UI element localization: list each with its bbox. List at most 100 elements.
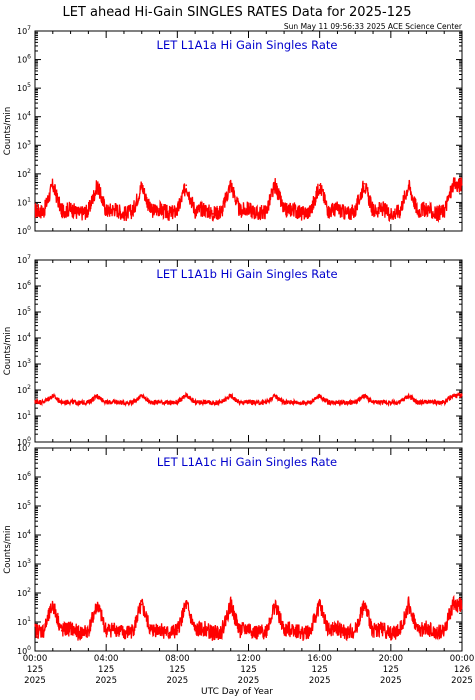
- data-point: [265, 629, 268, 632]
- y-tick-label: 102: [17, 168, 31, 179]
- data-point: [60, 629, 63, 632]
- data-point: [229, 182, 232, 185]
- data-point: [274, 394, 276, 397]
- data-point: [158, 627, 161, 630]
- data-point: [398, 210, 401, 212]
- y-tick-label: 107: [17, 25, 31, 36]
- panel-title: LET L1A1c Hi Gain Singles Rate: [157, 455, 337, 469]
- data-point: [363, 182, 365, 185]
- data-point: [238, 629, 241, 632]
- data-point: [114, 401, 116, 403]
- data-point: [398, 401, 401, 403]
- data-point: [416, 629, 419, 632]
- data-point: [372, 210, 374, 212]
- data-point: [123, 632, 125, 635]
- data-point: [301, 212, 303, 215]
- data-point: [301, 402, 303, 404]
- data-point: [212, 402, 214, 404]
- data-point: [69, 627, 72, 630]
- y-tick-label: 103: [17, 558, 31, 569]
- y-tick-exponent: 4: [27, 111, 31, 118]
- y-tick-base: 10: [17, 438, 27, 447]
- data-point: [140, 394, 143, 397]
- data-point: [87, 401, 90, 403]
- data-point: [132, 629, 134, 632]
- y-tick-label: 107: [17, 442, 31, 453]
- data-point: [372, 629, 374, 632]
- data-point: [327, 629, 330, 632]
- y-tick-exponent: 5: [27, 306, 31, 313]
- data-point: [318, 394, 321, 397]
- panel-title: LET L1A1a Hi Gain Singles Rate: [157, 38, 338, 52]
- data-point: [407, 184, 410, 187]
- data-point: [265, 401, 268, 403]
- rate-trace: [34, 391, 463, 408]
- y-tick-base: 10: [17, 198, 27, 207]
- data-point: [69, 207, 72, 210]
- data-point: [416, 401, 419, 404]
- y-tick-exponent: 0: [27, 225, 31, 232]
- data-point: [87, 210, 90, 212]
- data-point: [78, 212, 81, 215]
- y-tick-exponent: 2: [27, 168, 31, 175]
- y-tick-base: 10: [17, 473, 27, 482]
- y-tick-exponent: 6: [27, 54, 31, 61]
- y-tick-label: 107: [17, 254, 31, 265]
- data-point: [203, 401, 205, 403]
- y-tick-exponent: 7: [27, 442, 31, 449]
- y-tick-base: 10: [17, 170, 27, 179]
- y-tick-label: 102: [17, 587, 31, 598]
- data-point: [274, 603, 276, 606]
- y-tick-exponent: 6: [27, 471, 31, 478]
- data-point: [407, 603, 410, 606]
- y-tick-base: 10: [17, 560, 27, 569]
- y-tick-base: 10: [17, 141, 27, 150]
- data-point: [345, 212, 348, 215]
- data-point: [283, 210, 285, 212]
- data-point: [407, 394, 410, 397]
- data-point: [434, 632, 437, 635]
- x-tick-label-year: 2025: [380, 676, 402, 686]
- data-point: [443, 401, 446, 403]
- y-tick-base: 10: [17, 282, 27, 291]
- data-point: [105, 210, 107, 212]
- x-tick-label-doy: 125: [312, 665, 328, 675]
- data-point: [176, 401, 179, 403]
- rate-trace: [34, 594, 463, 642]
- x-tick-label-time: 00:00: [23, 654, 48, 664]
- x-tick-label-time: 00:00: [450, 654, 475, 664]
- y-tick-base: 10: [17, 27, 27, 36]
- data-point: [309, 629, 312, 632]
- data-point: [96, 603, 99, 606]
- y-tick-exponent: 3: [27, 558, 31, 565]
- data-point: [443, 629, 446, 632]
- x-tick-label-time: 20:00: [379, 654, 404, 664]
- y-tick-exponent: 5: [27, 500, 31, 507]
- x-tick-label-year: 2025: [238, 676, 260, 686]
- data-point: [256, 212, 259, 215]
- data-point: [229, 394, 232, 397]
- y-tick-label: 100: [17, 225, 31, 236]
- data-point: [60, 401, 63, 404]
- timestamp-label: Sun May 11 09:56:33 2025 ACE Science Cen…: [284, 22, 463, 31]
- data-point: [51, 184, 54, 187]
- data-point: [247, 627, 250, 630]
- data-point: [149, 210, 152, 212]
- y-tick-exponent: 6: [27, 280, 31, 287]
- y-tick-label: 100: [17, 436, 31, 447]
- data-point: [301, 632, 303, 635]
- y-tick-base: 10: [17, 256, 27, 265]
- data-point: [354, 629, 357, 632]
- data-point: [221, 629, 223, 632]
- y-tick-base: 10: [17, 84, 27, 93]
- y-tick-exponent: 1: [27, 616, 31, 623]
- data-point: [256, 632, 259, 635]
- data-point: [43, 629, 45, 632]
- data-points: [43, 603, 454, 635]
- x-tick-label-doy: 126: [454, 665, 470, 675]
- x-tick-label-year: 2025: [95, 676, 117, 686]
- x-tick-label-time: 16:00: [307, 654, 332, 664]
- data-point: [158, 207, 161, 210]
- data-point: [381, 207, 383, 210]
- x-tick-labels: 00:00125202504:00125202508:00125202512:0…: [23, 654, 475, 686]
